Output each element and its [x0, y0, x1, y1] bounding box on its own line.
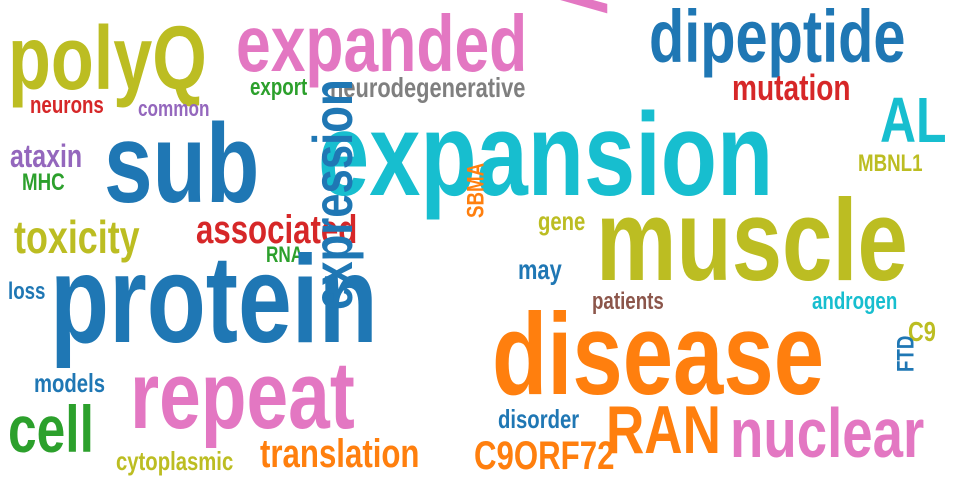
word-rna: RNA [266, 242, 304, 267]
word-androgen: androgen [812, 288, 898, 315]
word-expanded: expanded [236, 0, 528, 88]
word-cytoplasmic: cytoplasmic [116, 446, 234, 476]
word-mbnl1: MBNL1 [858, 150, 923, 177]
word-export: export [250, 74, 308, 101]
word-ftd-text: FTD [892, 335, 920, 372]
word-ataxin: ataxin [10, 138, 83, 174]
word-ftd: FTD [893, 336, 960, 408]
word-mutation: mutation [732, 67, 851, 108]
word-nuclear: nuclear [730, 394, 925, 472]
word-sbma: SBMA [463, 163, 571, 254]
word-patients: patients [592, 288, 664, 315]
word-protein: protein [50, 231, 378, 369]
word-expression-text: expression [301, 79, 365, 310]
word-sbma-text: SBMA [462, 162, 490, 218]
word-translation: translation [260, 432, 420, 476]
word-neurodegenerative: neurodegenerative [330, 72, 526, 103]
word-may: may [518, 254, 562, 285]
word-toxicity: toxicity [14, 211, 140, 263]
word-cell: cell [8, 392, 94, 466]
word-al: AL [880, 84, 947, 156]
word-disease: disease [492, 289, 825, 419]
word-associated: associated [196, 208, 358, 252]
word-gene: gene [538, 206, 586, 236]
word-c9: C9 [908, 316, 936, 347]
word-sub: sub [104, 101, 260, 226]
word-muscle: muscle [596, 175, 908, 305]
word-expansion: expansion [318, 89, 774, 221]
word-common: common [138, 96, 210, 121]
word-dipeptide: dipeptide [649, 0, 906, 78]
word-c9orf72: C9ORF72 [474, 434, 615, 478]
word-mhc: MHC [22, 169, 65, 196]
word-repeat: repeat [130, 342, 355, 449]
word-disorder: disorder [498, 404, 580, 434]
word-loss: loss [8, 278, 46, 305]
word-models: models [34, 368, 106, 398]
word-polyq: polyQ [8, 9, 207, 109]
word-neurons: neurons [30, 92, 104, 119]
word-ar-text: AR [531, 0, 625, 15]
word-ran: RAN [606, 392, 721, 468]
